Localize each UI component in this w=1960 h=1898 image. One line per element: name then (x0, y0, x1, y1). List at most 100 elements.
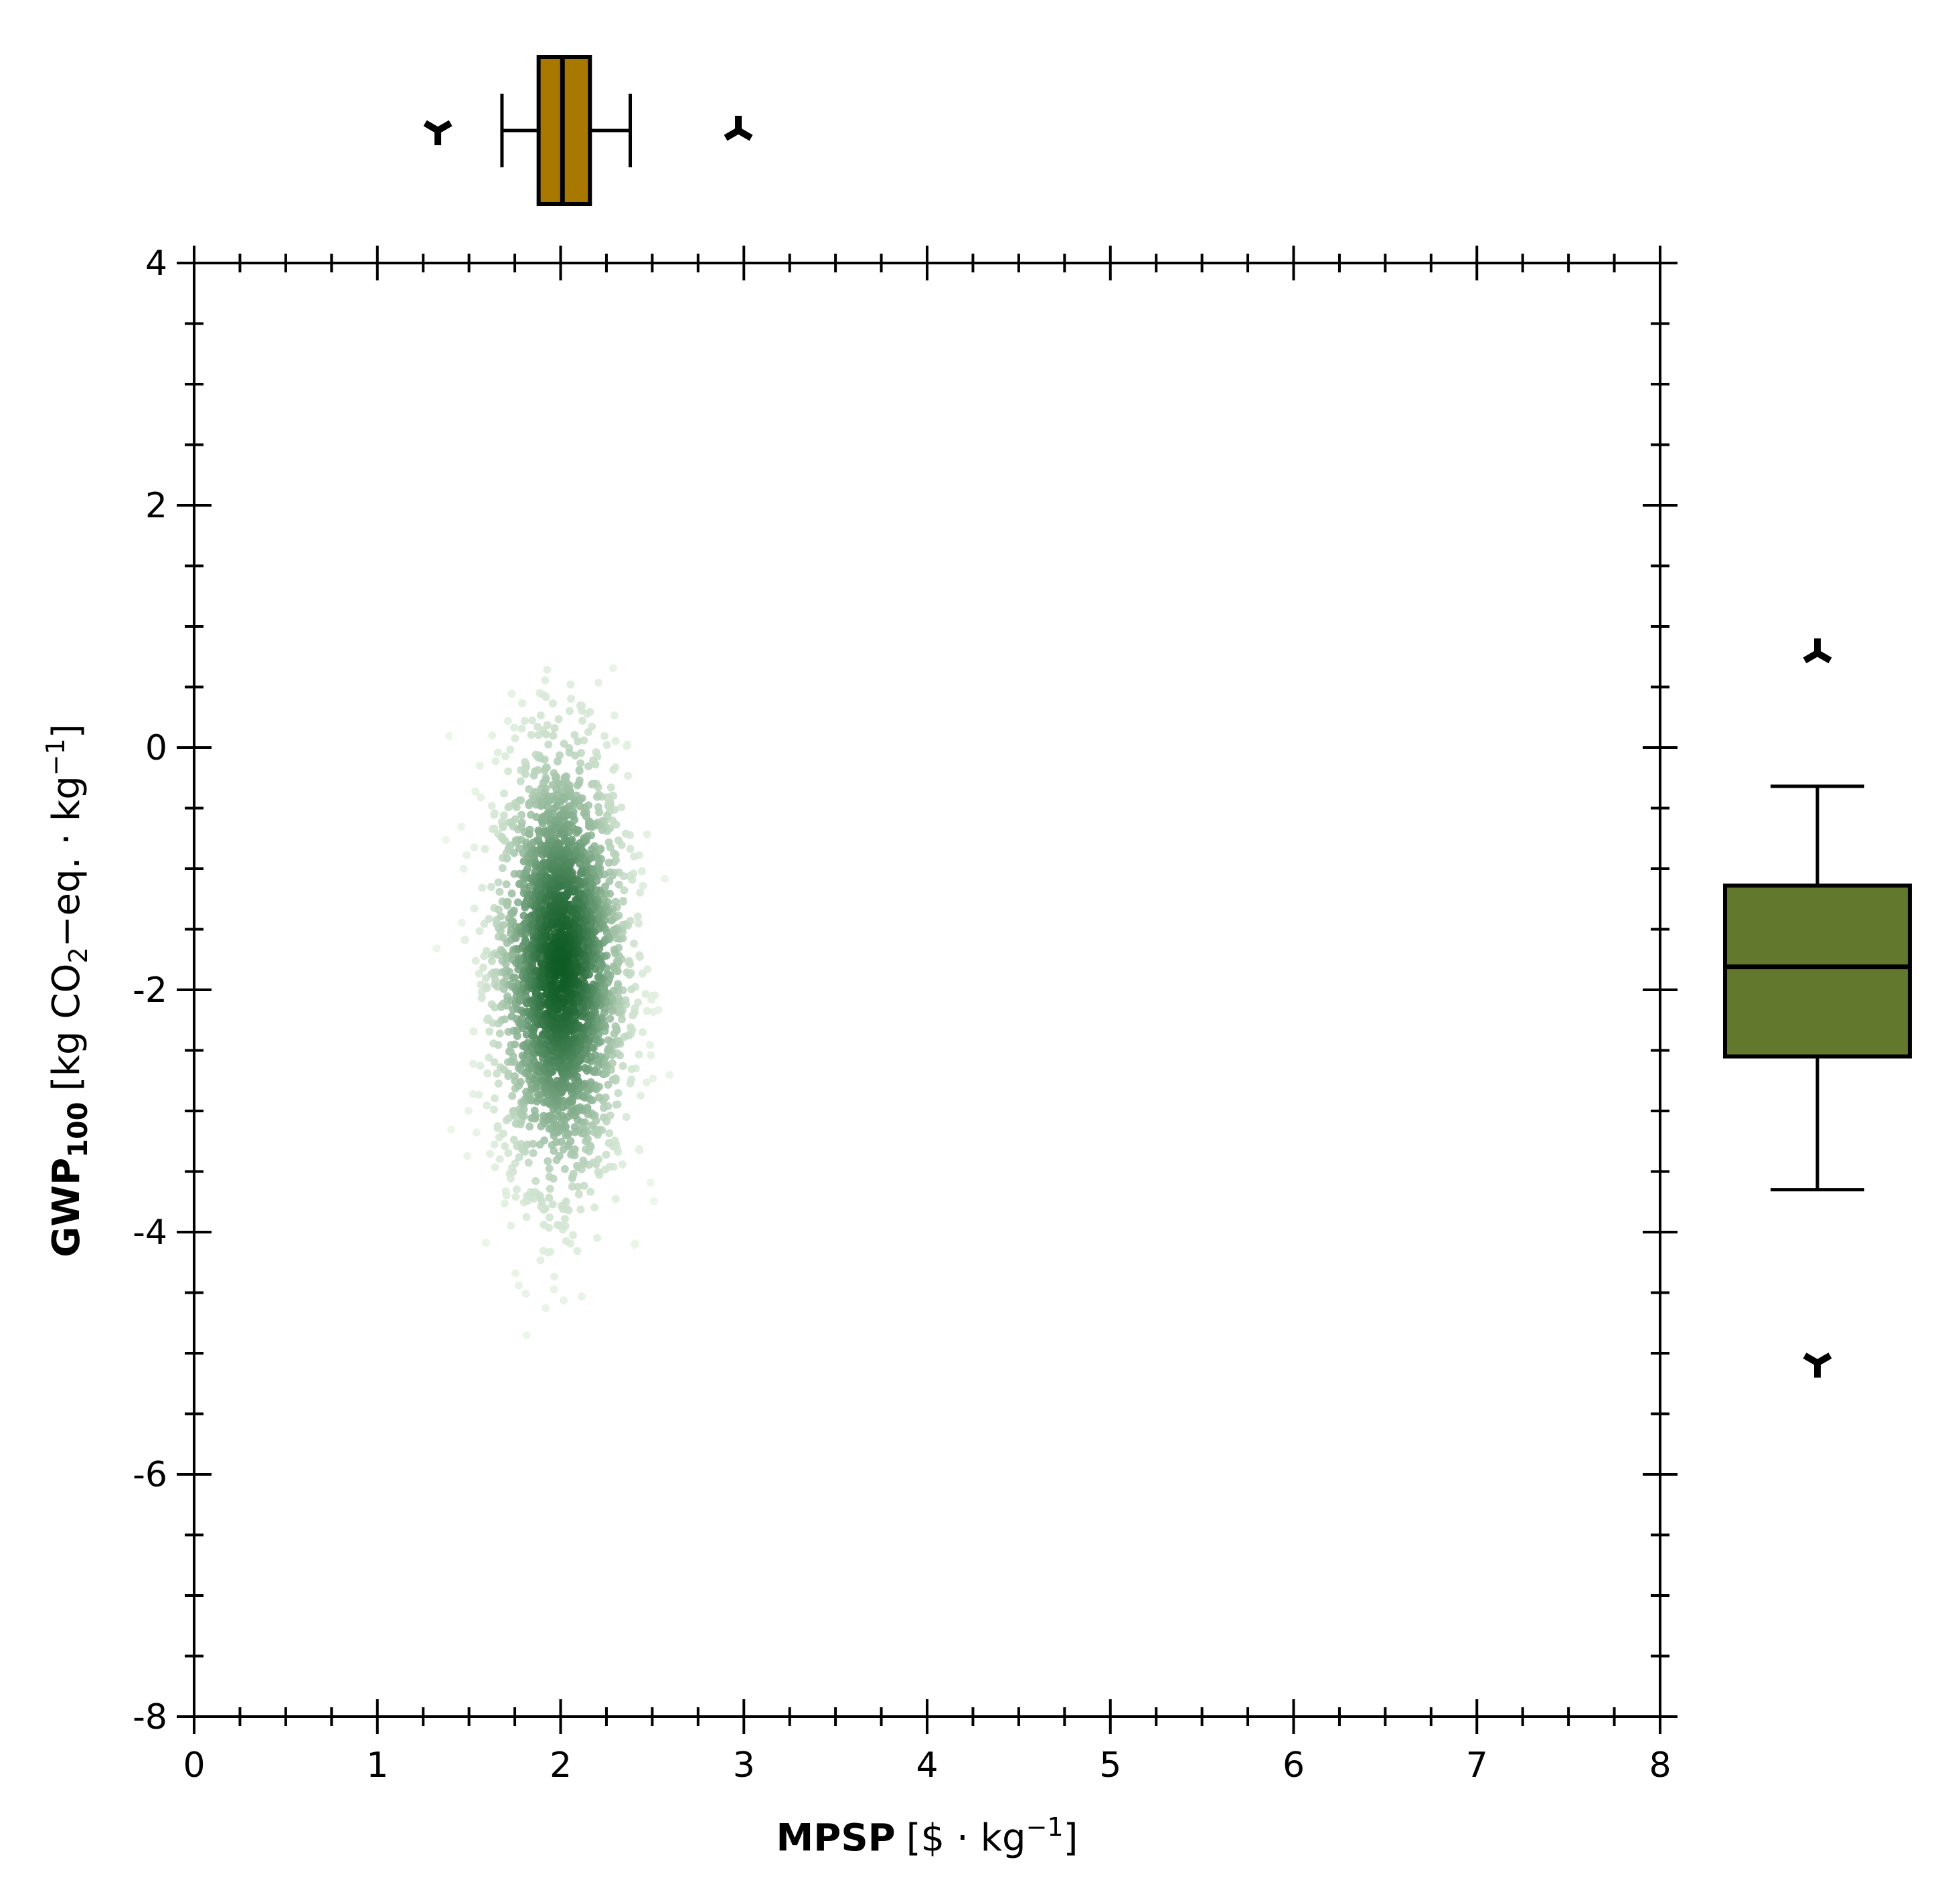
data-point (504, 1069, 513, 1078)
tick-labels: 0 1 2 3 4 5 6 7 8 -8 -6 -4 -2 0 2 4 (133, 244, 1671, 1786)
data-point (522, 763, 531, 772)
y-tick-label: -4 (133, 1213, 167, 1253)
x-axis-title-unit: [$ · kg (906, 1816, 1026, 1860)
data-point (499, 1129, 507, 1138)
data-point (475, 762, 484, 770)
y-axis-title-co2-subscript: 2 (64, 947, 93, 963)
data-point (446, 1125, 455, 1134)
data-point (507, 889, 516, 898)
data-point (560, 1296, 568, 1305)
data-point (537, 801, 546, 810)
y-axis-title-bold: GWP (45, 1158, 88, 1258)
data-point (649, 1074, 657, 1083)
data-point (553, 757, 562, 766)
data-point (499, 921, 507, 930)
data-point (493, 982, 502, 991)
data-point (501, 1142, 509, 1150)
data-point (503, 717, 512, 725)
data-point (507, 689, 516, 698)
data-point (623, 742, 631, 751)
data-point (489, 1019, 497, 1027)
data-point (463, 851, 471, 859)
data-point (532, 1177, 540, 1185)
data-point (477, 994, 486, 1003)
data-point (619, 897, 627, 906)
data-point (580, 1181, 588, 1190)
data-point (496, 927, 505, 936)
data-point (580, 809, 588, 818)
data-point (485, 1027, 494, 1036)
data-point (612, 1100, 621, 1109)
data-point (576, 802, 584, 810)
y-axis-title-close: ] (45, 723, 88, 738)
data-point (541, 676, 550, 685)
x-tick-label: 1 (366, 1745, 388, 1786)
data-point (580, 736, 588, 745)
data-point (525, 830, 534, 839)
data-point (643, 1007, 651, 1015)
data-point (649, 1197, 658, 1205)
data-point (601, 1165, 610, 1174)
data-point (444, 731, 453, 740)
data-point (620, 886, 629, 895)
data-point (602, 1150, 610, 1159)
gwp-outlier-high (1803, 638, 1832, 664)
data-point (604, 838, 613, 847)
data-point (469, 1090, 477, 1098)
data-point (550, 1285, 558, 1294)
data-point (608, 664, 617, 673)
data-point (558, 978, 566, 987)
data-point (609, 849, 618, 858)
data-point (566, 1136, 575, 1145)
data-point (441, 835, 450, 844)
data-point (567, 695, 576, 703)
data-point (504, 767, 513, 776)
data-point (592, 792, 601, 801)
data-point (541, 1304, 550, 1312)
data-point (491, 809, 499, 818)
data-point (508, 1092, 517, 1100)
data-point (647, 995, 656, 1004)
y-axis-title: GWP100 [kg CO2−eq. · kg−1] (41, 723, 94, 1257)
y-axis-title-unit-b: −eq. · kg (45, 776, 88, 947)
data-point (637, 867, 646, 875)
data-point (560, 1215, 569, 1223)
data-point (499, 811, 508, 820)
data-point (545, 1213, 554, 1222)
plot-border (193, 262, 1661, 1718)
data-point (548, 1200, 557, 1209)
data-point (638, 969, 647, 978)
data-point (602, 741, 611, 750)
data-point (604, 858, 613, 867)
data-point (569, 1105, 578, 1114)
data-point (572, 829, 581, 837)
data-point (511, 815, 519, 824)
data-point (485, 1150, 494, 1158)
data-point (482, 946, 491, 955)
data-point (565, 748, 574, 757)
data-point (635, 951, 644, 960)
data-point (491, 1003, 499, 1012)
data-point (469, 1059, 478, 1068)
data-point (576, 759, 585, 768)
data-point (470, 843, 479, 852)
data-point (569, 1169, 578, 1178)
data-point (643, 1078, 651, 1087)
data-point (546, 1247, 555, 1256)
x-axis-title-exponent: −1 (1026, 1812, 1064, 1842)
data-point (517, 1140, 525, 1148)
data-point (529, 1149, 538, 1158)
data-point (593, 1233, 602, 1242)
x-axis-title: MPSP [$ · kg−1] (777, 1812, 1078, 1860)
plot-frame (193, 262, 1661, 1718)
data-point (615, 880, 623, 889)
y-tick-label: 0 (145, 728, 167, 768)
x-axis-title-close: ] (1064, 1816, 1078, 1860)
data-point (476, 793, 485, 802)
data-point (630, 852, 639, 861)
data-point (490, 1140, 499, 1149)
data-point (594, 1093, 603, 1102)
data-point (557, 1138, 566, 1146)
data-point (485, 914, 493, 923)
data-point (498, 864, 507, 873)
